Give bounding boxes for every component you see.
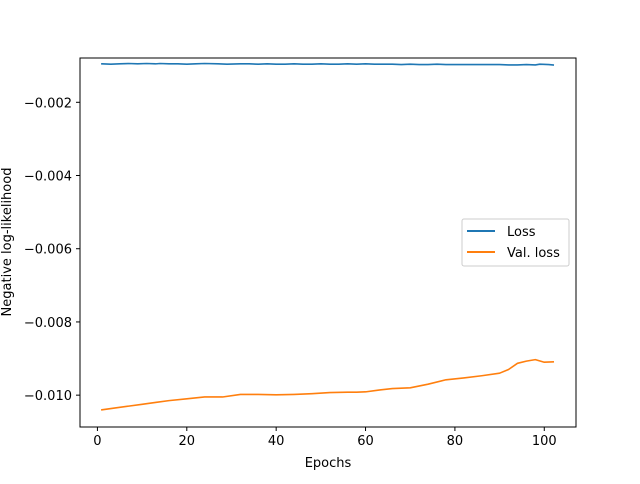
y-tick-label: −0.008 — [24, 316, 72, 331]
x-axis-label: Epochs — [305, 456, 352, 471]
series-layer — [100, 62, 555, 411]
y-tick-label: −0.010 — [24, 389, 72, 404]
x-tick-label: 0 — [93, 434, 101, 449]
x-tick-label: 80 — [447, 434, 464, 449]
legend-label-loss: Loss — [507, 225, 536, 240]
y-axis-label: Negative log-likelihood — [0, 168, 15, 317]
series-line-1 — [100, 358, 555, 411]
x-axis-ticks: 0 20 40 60 80 100 — [93, 427, 557, 449]
y-tick-label: −0.004 — [24, 170, 72, 185]
x-tick-label: 60 — [357, 434, 374, 449]
legend-label-val-loss: Val. loss — [507, 246, 560, 261]
x-tick-label: 20 — [179, 434, 196, 449]
series-line-0 — [101, 62, 555, 66]
legend: Loss Val. loss — [461, 218, 570, 267]
y-tick-label: −0.006 — [24, 243, 72, 258]
plot-frame — [79, 57, 577, 428]
x-tick-label: 40 — [268, 434, 285, 449]
y-tick-label: −0.002 — [24, 96, 72, 111]
y-axis-ticks: −0.002 −0.004 −0.006 −0.008 −0.010 — [24, 96, 80, 404]
x-tick-label: 100 — [532, 434, 557, 449]
